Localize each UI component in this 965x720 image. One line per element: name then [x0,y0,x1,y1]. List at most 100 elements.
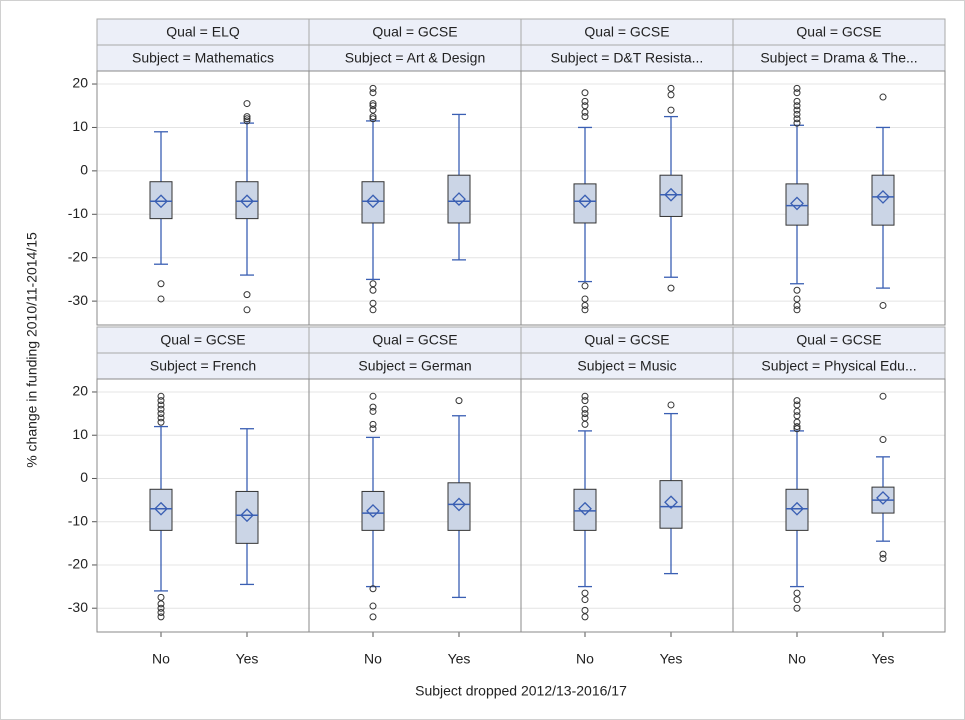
x-axis-label: Subject dropped 2012/13-2016/17 [415,683,627,699]
y-tick-label: 0 [80,162,88,178]
outlier [667,284,675,292]
y-tick-label: -30 [68,599,88,615]
outlier [157,418,165,426]
box [871,174,895,226]
outlier [369,100,377,108]
mean-marker [154,501,168,516]
outlier [581,108,589,116]
y-axis-label: % change in funding 2010/11-2014/15 [24,232,40,468]
outlier [879,554,887,562]
y-tick-label: -20 [68,248,88,264]
panel-subject-label: Subject = Drama & The... [760,50,917,66]
panel-qual-label: Qual = GCSE [372,332,457,348]
y-tick-label: -10 [68,205,88,221]
outlier [369,84,377,92]
outlier [793,119,801,127]
outlier [369,407,377,415]
mean-marker [876,491,890,505]
mean-marker [664,187,678,202]
outlier [793,295,801,303]
outlier [793,425,801,433]
outlier [369,115,377,123]
outlier [369,425,377,433]
outlier [243,113,251,121]
mean-marker [790,196,804,211]
outlier [157,609,165,617]
outlier [369,286,377,294]
outlier [157,295,165,303]
y-tick-label: 10 [72,118,88,134]
outlier [369,113,377,121]
outlier [157,405,165,413]
box [361,181,385,224]
panel-subject-label: Subject = D&T Resista... [551,50,704,66]
panel-header [96,44,310,72]
box [149,488,173,531]
outlier [581,392,589,400]
panel-qual-label: Qual = GCSE [584,24,669,40]
panel-qual-label: Qual = GCSE [584,332,669,348]
panel-header [308,352,522,380]
outlier [157,392,165,400]
outlier [793,89,801,97]
panel-subject-label: Subject = French [150,358,256,374]
panel-qual-label: Qual = GCSE [372,24,457,40]
panel-subject-label: Subject = Music [577,358,676,374]
mean-marker [578,194,592,209]
outlier [793,110,801,118]
outlier [793,301,801,309]
outlier [879,436,887,444]
panel-header [732,18,946,46]
mean-marker [664,495,678,510]
outlier [581,282,589,290]
outlier [667,84,675,92]
outlier [369,392,377,400]
outlier [157,397,165,405]
box [573,183,597,224]
outlier [369,420,377,428]
outlier [157,401,165,409]
outlier [879,550,887,558]
outlier [667,401,675,409]
outlier [581,420,589,428]
outlier [369,102,377,110]
box [235,490,259,544]
y-tick-label: -20 [68,556,88,572]
outlier [157,604,165,612]
panel-qual-label: Qual = ELQ [166,24,240,40]
outlier [581,295,589,303]
y-tick-label: 20 [72,383,88,399]
outlier [793,286,801,294]
outlier [581,306,589,314]
mean-marker [578,501,592,516]
box [785,183,809,226]
outlier [157,613,165,621]
panel-subject-label: Subject = German [358,358,471,374]
outlier [793,106,801,114]
outlier [455,397,463,405]
box [235,181,259,220]
panel-frame [732,378,946,633]
y-tick-label: -10 [68,512,88,528]
outlier [793,84,801,92]
outlier [243,115,251,123]
x-tick-label: No [576,651,594,667]
outlier [793,397,801,405]
box [361,490,385,531]
x-tick-label: Yes [448,651,471,667]
panel-qual-label: Qual = GCSE [796,24,881,40]
outlier [793,102,801,110]
box [785,488,809,531]
outlier [879,392,887,400]
outlier [369,299,377,307]
mean-marker [452,497,466,512]
mean-marker [876,189,890,204]
panel-frame [732,70,946,326]
panel-header [520,44,734,72]
y-tick-label: 0 [80,469,88,485]
outlier [157,280,165,288]
panel-header [308,18,522,46]
panel-header [96,18,310,46]
outlier [581,113,589,121]
